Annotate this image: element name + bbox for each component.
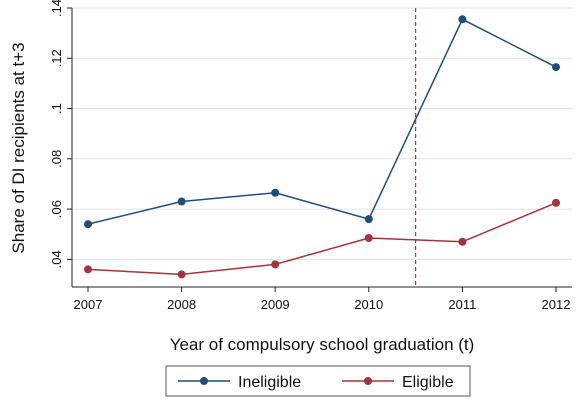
data-point-ineligible bbox=[84, 220, 92, 229]
data-point-eligible bbox=[364, 233, 373, 242]
x-tick-label: 2008 bbox=[167, 297, 196, 312]
data-point-eligible bbox=[177, 270, 186, 279]
data-point-ineligible bbox=[552, 63, 560, 72]
legend-marker-ineligible bbox=[200, 377, 208, 385]
y-tick-label: .12 bbox=[49, 49, 64, 67]
series-line-ineligible bbox=[87, 18, 557, 225]
x-axis: 2007 2008 2009 2010 2011 2012 bbox=[72, 286, 572, 312]
plot-area bbox=[72, 8, 572, 287]
y-tick-label: .08 bbox=[49, 150, 64, 168]
series-line-eligible bbox=[87, 202, 557, 276]
y-tick-label: .1 bbox=[49, 103, 64, 114]
gridlines bbox=[72, 7, 572, 260]
data-point-ineligible bbox=[364, 215, 373, 224]
data-point-ineligible bbox=[177, 197, 186, 206]
x-tick-label: 2009 bbox=[261, 297, 290, 312]
legend-label-ineligible: Ineligible bbox=[238, 374, 301, 391]
y-tick-label: .04 bbox=[49, 250, 64, 268]
series-group bbox=[84, 15, 560, 279]
y-axis-title: Share of DI recipients at t+3 bbox=[9, 42, 28, 253]
x-tick-label: 2007 bbox=[74, 297, 103, 312]
x-axis-title: Year of compulsory school graduation (t) bbox=[170, 335, 475, 354]
x-tick-label: 2012 bbox=[542, 297, 571, 312]
data-point-eligible bbox=[271, 260, 280, 269]
data-point-eligible bbox=[84, 265, 92, 274]
y-axis: .04 .06 .08 .1 .12 .14 bbox=[49, 0, 73, 287]
data-point-ineligible bbox=[458, 15, 467, 24]
x-tick-label: 2010 bbox=[354, 297, 383, 312]
x-tick-label: 2011 bbox=[448, 297, 476, 312]
data-point-eligible bbox=[552, 198, 560, 207]
data-point-ineligible bbox=[271, 188, 280, 197]
legend-label-eligible: Eligible bbox=[402, 374, 454, 391]
legend-marker-eligible bbox=[364, 377, 372, 385]
legend: Ineligible Eligible bbox=[165, 365, 471, 397]
y-tick-label: .06 bbox=[49, 200, 64, 218]
y-tick-label: .14 bbox=[49, 0, 64, 17]
data-point-eligible bbox=[458, 237, 467, 246]
